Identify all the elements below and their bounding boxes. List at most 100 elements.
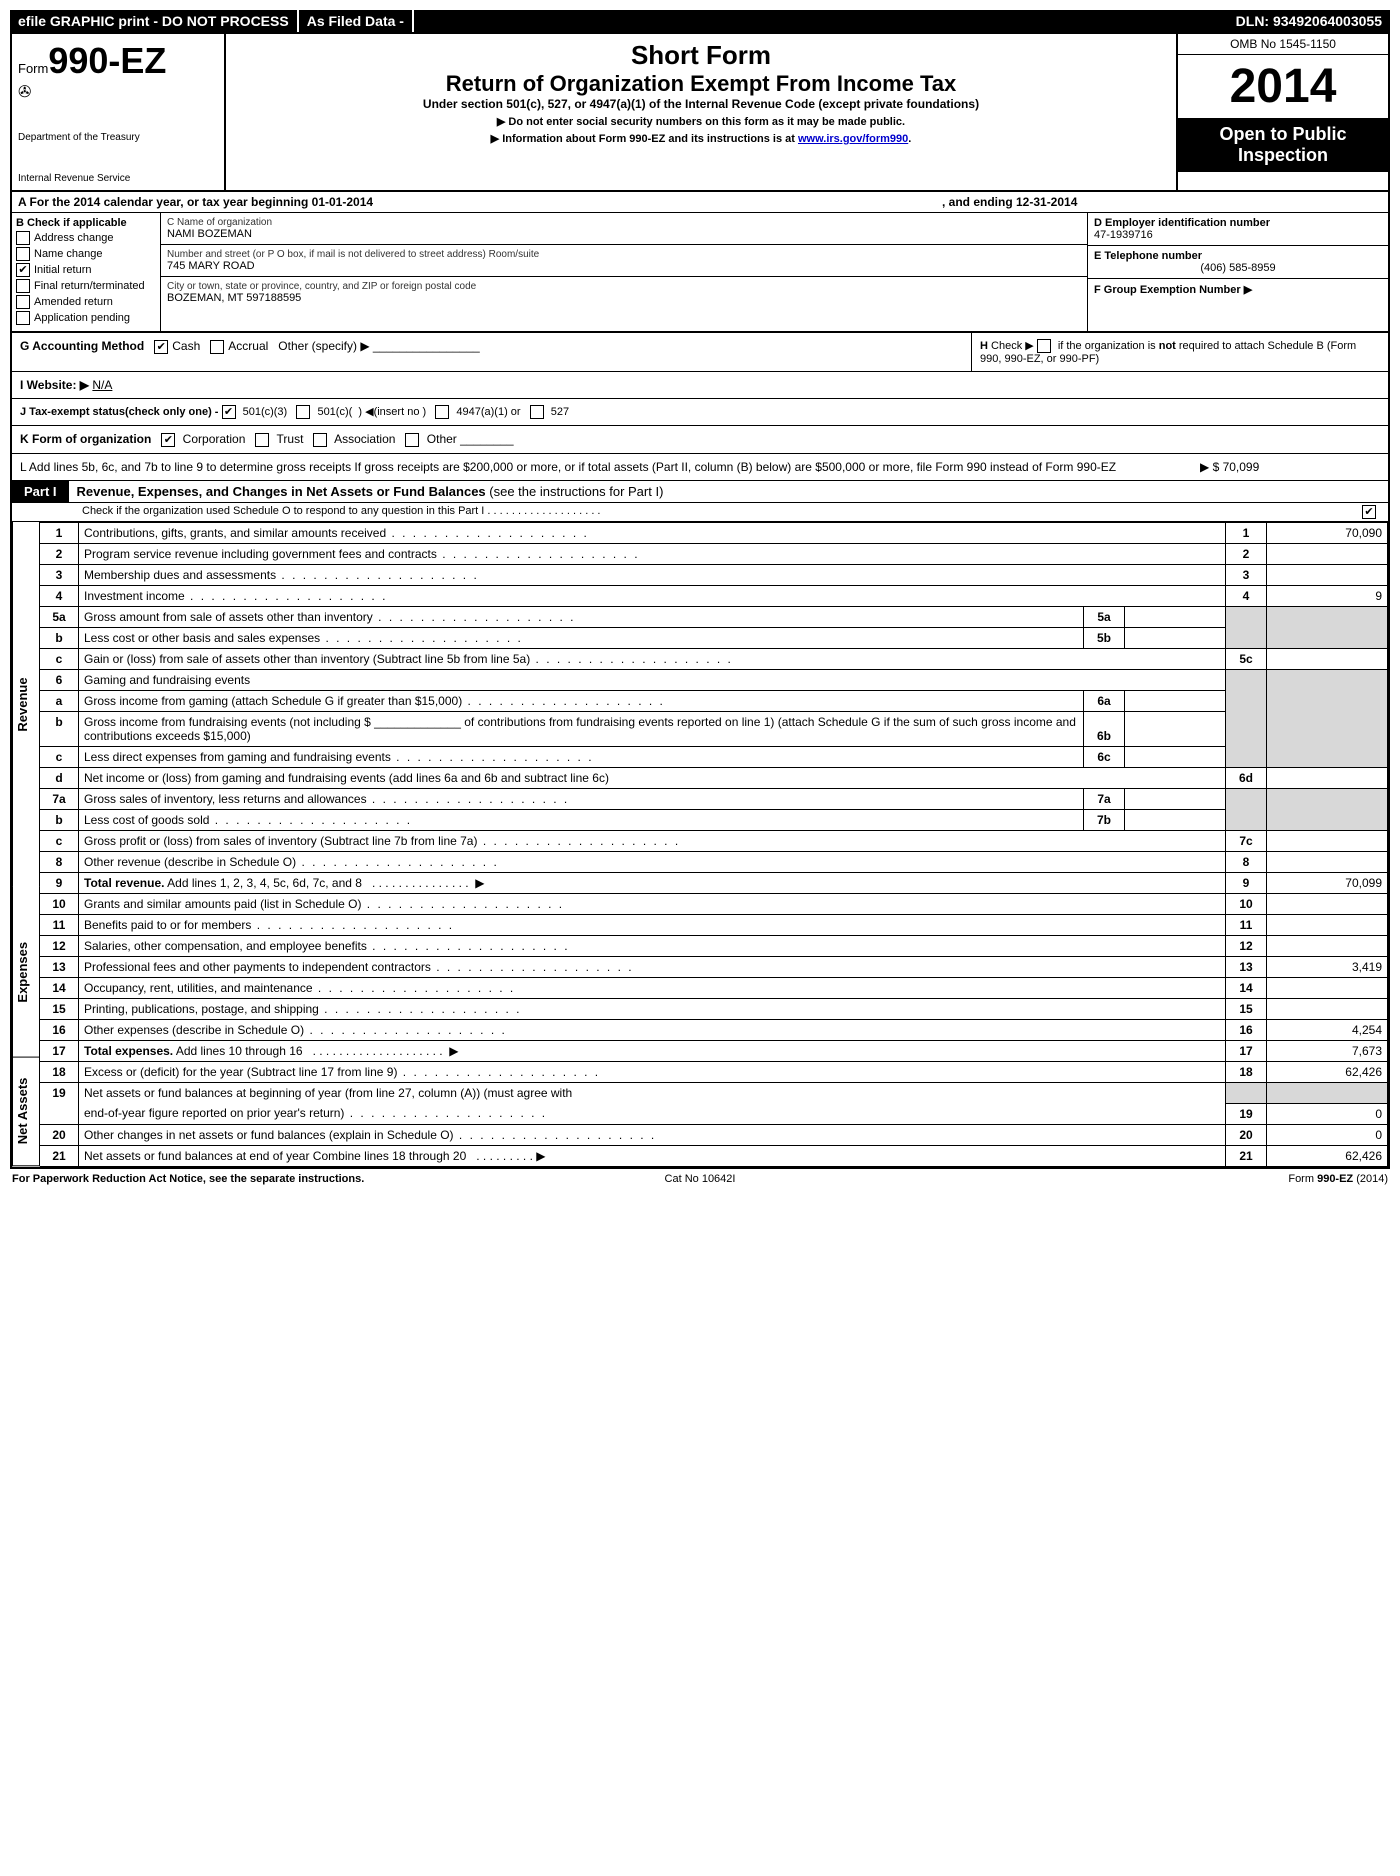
footer: For Paperwork Reduction Act Notice, see … — [10, 1169, 1390, 1185]
city-label: City or town, state or province, country… — [167, 281, 1081, 292]
footer-left: For Paperwork Reduction Act Notice, see … — [12, 1173, 471, 1185]
form-container: Form990-EZ ✇ Department of the Treasury … — [10, 32, 1390, 1169]
line-11: 11Benefits paid to or for members11 — [40, 915, 1388, 936]
line-4: 4Investment income49 — [40, 586, 1388, 607]
line-3: 3Membership dues and assessments3 — [40, 565, 1388, 586]
chk-501c[interactable] — [296, 405, 310, 419]
chk-assoc[interactable] — [313, 433, 327, 447]
chk-schedule-o[interactable]: ✔ — [1362, 505, 1376, 519]
short-form: Short Form — [236, 40, 1166, 71]
open-public: Open to Public Inspection — [1178, 118, 1388, 172]
box-b: B Check if applicable Address change Nam… — [12, 213, 161, 331]
irs-link[interactable]: www.irs.gov/form990 — [798, 133, 908, 145]
chk-amended[interactable]: Amended return — [16, 295, 156, 309]
org-name: NAMI BOZEMAN — [167, 228, 1081, 240]
line-l-amount: ▶ $ 70,099 — [1180, 460, 1380, 474]
dept-treasury: Department of the Treasury — [18, 132, 218, 143]
line-13: 13Professional fees and other payments t… — [40, 957, 1388, 978]
line-7c: cGross profit or (loss) from sales of in… — [40, 831, 1388, 852]
ein-label: D Employer identification number — [1094, 217, 1382, 229]
chk-cash[interactable]: ✔ — [154, 340, 168, 354]
line-6a: aGross income from gaming (attach Schedu… — [40, 691, 1388, 712]
chk-schedule-b[interactable] — [1037, 339, 1051, 353]
chk-527[interactable] — [530, 405, 544, 419]
line-19b: end-of-year figure reported on prior yea… — [40, 1103, 1388, 1124]
asfiled-label: As Filed Data - — [299, 10, 414, 32]
line-j: J Tax-exempt status(check only one) - ✔ … — [12, 399, 1388, 426]
line-h: H Check ▶ if the organization is not req… — [971, 333, 1388, 371]
chk-address[interactable]: Address change — [16, 231, 156, 245]
line-6b: bGross income from fundraising events (n… — [40, 712, 1388, 747]
note-ssn: Do not enter social security numbers on … — [236, 115, 1166, 128]
tel-value: (406) 585-8959 — [1094, 262, 1382, 274]
chk-final[interactable]: Final return/terminated — [16, 279, 156, 293]
box-def: D Employer identification number 47-1939… — [1088, 213, 1388, 331]
lines-container: Revenue Expenses Net Assets 1Contributio… — [12, 522, 1388, 1167]
line-8: 8Other revenue (describe in Schedule O)8 — [40, 852, 1388, 873]
box-c: C Name of organization NAMI BOZEMAN Numb… — [161, 213, 1088, 331]
tax-year-begin: A For the 2014 calendar year, or tax yea… — [12, 192, 936, 212]
line-17: 17Total expenses. Add lines 10 through 1… — [40, 1041, 1388, 1062]
website-value: N/A — [92, 378, 112, 392]
chk-initial[interactable]: ✔Initial return — [16, 263, 156, 277]
chk-accrual[interactable] — [210, 340, 224, 354]
line-12: 12Salaries, other compensation, and empl… — [40, 936, 1388, 957]
chk-corp[interactable]: ✔ — [161, 433, 175, 447]
chk-501c3[interactable]: ✔ — [222, 405, 236, 419]
line-18: 18Excess or (deficit) for the year (Subt… — [40, 1062, 1388, 1083]
line-6: 6Gaming and fundraising events — [40, 670, 1388, 691]
chk-name[interactable]: Name change — [16, 247, 156, 261]
line-1: 1Contributions, gifts, grants, and simil… — [40, 523, 1388, 544]
tel-label: E Telephone number — [1094, 250, 1382, 262]
line-10: 10Grants and similar amounts paid (list … — [40, 894, 1388, 915]
line-l-text: L Add lines 5b, 6c, and 7b to line 9 to … — [20, 460, 1180, 474]
chk-trust[interactable] — [255, 433, 269, 447]
line-14: 14Occupancy, rent, utilities, and mainte… — [40, 978, 1388, 999]
part1-tab: Part I — [12, 481, 69, 502]
group-label: F Group Exemption Number ▶ — [1094, 283, 1382, 296]
line-6c: cLess direct expenses from gaming and fu… — [40, 747, 1388, 768]
header-center: Short Form Return of Organization Exempt… — [226, 34, 1176, 190]
footer-center: Cat No 10642I — [471, 1173, 930, 1185]
ein-value: 47-1939716 — [1094, 229, 1382, 241]
line-k: K Form of organization ✔ Corporation Tru… — [12, 426, 1388, 454]
row-a: A For the 2014 calendar year, or tax yea… — [12, 192, 1388, 213]
part1-header: Part I Revenue, Expenses, and Changes in… — [12, 481, 1388, 503]
line-g: G Accounting Method ✔Cash Accrual Other … — [12, 333, 971, 371]
info-grid: B Check if applicable Address change Nam… — [12, 213, 1388, 333]
footer-right: Form 990-EZ (2014) — [929, 1173, 1388, 1185]
form-title: Return of Organization Exempt From Incom… — [236, 71, 1166, 97]
lines-table: 1Contributions, gifts, grants, and simil… — [40, 522, 1388, 1167]
dln-label: DLN: 93492064003055 — [1228, 10, 1390, 32]
chk-pending[interactable]: Application pending — [16, 311, 156, 325]
line-i: I Website: ▶ N/A — [12, 372, 1388, 399]
addr-value: 745 MARY ROAD — [167, 260, 1081, 272]
chk-other-org[interactable] — [405, 433, 419, 447]
line-21: 21Net assets or fund balances at end of … — [40, 1145, 1388, 1166]
box-b-title: B Check if applicable — [16, 217, 156, 229]
section-netassets: Net Assets — [12, 1057, 40, 1166]
form-subtitle: Under section 501(c), 527, or 4947(a)(1)… — [236, 97, 1166, 111]
part1-title: Revenue, Expenses, and Changes in Net As… — [69, 481, 1388, 502]
line-l: L Add lines 5b, 6c, and 7b to line 9 to … — [12, 454, 1388, 481]
line-15: 15Printing, publications, postage, and s… — [40, 999, 1388, 1020]
section-expenses: Expenses — [12, 887, 40, 1058]
org-name-label: C Name of organization — [167, 217, 1081, 228]
line-7b: bLess cost of goods sold7b — [40, 810, 1388, 831]
header-row: Form990-EZ ✇ Department of the Treasury … — [12, 34, 1388, 192]
line-20: 20Other changes in net assets or fund ba… — [40, 1124, 1388, 1145]
efile-label: efile GRAPHIC print - DO NOT PROCESS — [10, 10, 299, 32]
header-left: Form990-EZ ✇ Department of the Treasury … — [12, 34, 226, 190]
chk-4947[interactable] — [435, 405, 449, 419]
top-bar: efile GRAPHIC print - DO NOT PROCESS As … — [10, 10, 1390, 32]
form-number: 990-EZ — [48, 40, 166, 81]
irs-label: Internal Revenue Service — [18, 173, 218, 184]
form-prefix: Form — [18, 61, 48, 76]
tax-year: 2014 — [1178, 55, 1388, 118]
schedule-o-check: Check if the organization used Schedule … — [12, 503, 1388, 522]
line-2: 2Program service revenue including gover… — [40, 544, 1388, 565]
tax-year-end: , and ending 12-31-2014 — [936, 192, 1388, 212]
line-5b: bLess cost or other basis and sales expe… — [40, 628, 1388, 649]
city-value: BOZEMAN, MT 597188595 — [167, 292, 1081, 304]
line-16: 16Other expenses (describe in Schedule O… — [40, 1020, 1388, 1041]
